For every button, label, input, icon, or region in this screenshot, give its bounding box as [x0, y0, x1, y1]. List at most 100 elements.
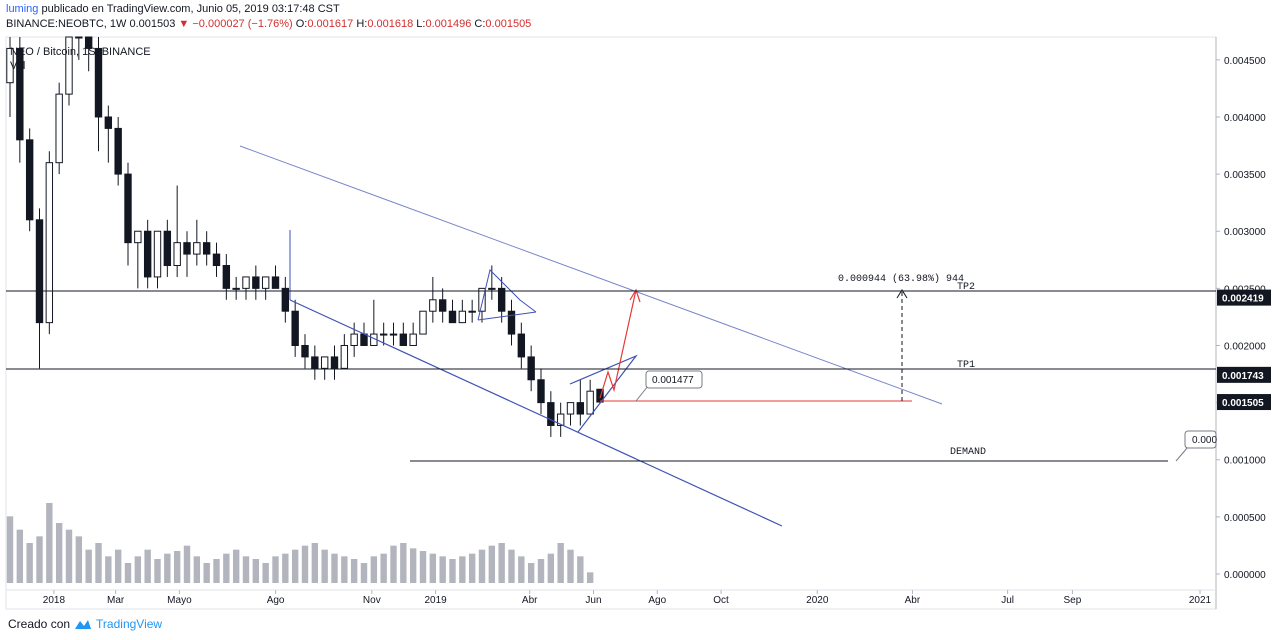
volume-bar-50	[498, 543, 505, 583]
volume-bar-48	[478, 549, 486, 583]
x-tick-label-13: Sep	[1064, 595, 1082, 606]
candle-body-55	[547, 402, 555, 426]
candle-body-43	[429, 299, 437, 312]
volume-bar-22	[223, 553, 230, 583]
candle-body-44	[438, 299, 447, 312]
volume-bar-32	[321, 549, 328, 583]
x-tick-label-12: Jul	[1001, 595, 1014, 606]
volume-bar-40	[400, 543, 407, 583]
projection-arrow	[599, 289, 637, 399]
x-tick-label-11: Abr	[905, 595, 921, 606]
change-value: −0.000027 (−1.76%)	[192, 18, 293, 30]
volume-bar-30	[301, 545, 309, 583]
volume-bar-26	[262, 563, 269, 583]
volume-bar-21	[213, 559, 220, 583]
candle-body-40	[399, 333, 408, 346]
callout-text: 0.001477	[652, 375, 694, 386]
candle-body-9	[94, 47, 103, 118]
last-price: 0.001503	[129, 18, 176, 30]
volume-bar-15	[154, 559, 161, 583]
y-tick-label-0: 0.004500	[1224, 56, 1266, 67]
volume-bar-33	[331, 553, 338, 583]
y-tick-label-3: 0.003000	[1224, 227, 1266, 238]
volume-bar-24	[242, 556, 250, 583]
candle-body-56	[556, 413, 565, 426]
wedge-pattern	[569, 354, 638, 433]
publish-line: luming publicado en TradingView.com, Jun…	[6, 2, 531, 17]
candle-body-31	[311, 356, 319, 369]
volume-bars	[6, 503, 594, 583]
publish-info: publicado en TradingView.com, Junio 05, …	[41, 3, 340, 15]
candle-body-32	[320, 356, 329, 369]
volume-bar-45	[449, 559, 456, 583]
candle-body-38	[379, 333, 388, 336]
callout-box[interactable]	[645, 370, 703, 389]
candle-body-35	[350, 333, 358, 346]
chart-header: luming publicado en TradingView.com, Jun…	[6, 2, 531, 32]
volume-bar-12	[124, 563, 132, 583]
x-tick-label-0: 2018	[43, 595, 66, 606]
volume-bar-42	[419, 551, 427, 583]
volume-bar-3	[36, 536, 43, 583]
channel-upper-line[interactable]	[239, 145, 943, 405]
price-label-0: 0.002419	[1222, 294, 1264, 305]
time-axis[interactable]: 2018 Mar Mayo Ago Nov 2019 Abr Jun Ago Oct 2020 Abr…	[43, 590, 1212, 606]
x-tick-label-1: Mar	[107, 595, 125, 606]
volume-bar-17	[173, 551, 181, 583]
candle-body-15	[153, 230, 162, 278]
candle-body-49	[488, 287, 496, 290]
candle-body-16	[163, 230, 172, 267]
volume-bar-37	[370, 556, 378, 583]
triangle-pattern	[477, 269, 537, 321]
candle-body-19	[193, 242, 201, 255]
volume-bar-59	[586, 572, 594, 583]
candle-body-10	[104, 116, 113, 129]
volume-bar-39	[390, 545, 397, 583]
candle-body-33	[330, 356, 339, 369]
callout-right-pointer	[1175, 446, 1189, 462]
volume-bar-11	[114, 549, 122, 583]
low-label: L:	[416, 18, 426, 30]
level-demand-label: DEMAND	[950, 447, 986, 458]
candle-body-4	[45, 162, 54, 324]
candle-body-60	[596, 388, 604, 403]
callout-right-box[interactable]	[1184, 430, 1217, 449]
candle-body-11	[114, 127, 122, 175]
candle-body-20	[202, 242, 211, 255]
volume-bar-14	[144, 549, 151, 583]
x-tick-label-2: Mayo	[167, 595, 192, 606]
volume-bar-5	[55, 523, 63, 583]
volume-bar-25	[252, 559, 260, 583]
price-label-bg-1	[1217, 366, 1271, 383]
volume-bar-1	[16, 529, 24, 583]
candle-body-45	[448, 310, 457, 324]
measure-arrow-icon	[896, 289, 908, 299]
candle-body-2	[25, 139, 34, 221]
volume-bar-47	[468, 553, 476, 583]
candle-body-58	[576, 402, 585, 415]
volume-bar-20	[203, 563, 210, 583]
candle-body-1	[16, 47, 24, 141]
price-axis[interactable]: 0.0045000.0040000.0035000.0030000.002500…	[1216, 56, 1266, 581]
volume-bar-16	[164, 553, 171, 583]
volume-bar-36	[360, 563, 368, 583]
author-link[interactable]: luming	[6, 3, 39, 15]
volume-bar-29	[291, 549, 299, 583]
candle-body-59	[586, 390, 594, 415]
candle-body-47	[468, 310, 476, 313]
volume-bar-44	[439, 556, 446, 583]
volume-bar-19	[193, 556, 201, 583]
y-tick-label-8: 0.000500	[1224, 513, 1266, 524]
high-value: 0.001618	[367, 18, 414, 30]
candle-body-0	[6, 47, 14, 84]
y-tick-label-5: 0.002000	[1224, 341, 1266, 352]
tradingview-link[interactable]: TradingView	[96, 617, 163, 631]
volume-bar-10	[105, 556, 112, 583]
footer: Creado con TradingView	[8, 617, 162, 631]
channel-lower-line[interactable]	[289, 299, 783, 527]
volume-bar-41	[409, 548, 417, 583]
x-tick-label-5: 2019	[424, 595, 447, 606]
x-tick-label-4: Nov	[363, 595, 381, 606]
volume-bar-52	[518, 556, 525, 583]
